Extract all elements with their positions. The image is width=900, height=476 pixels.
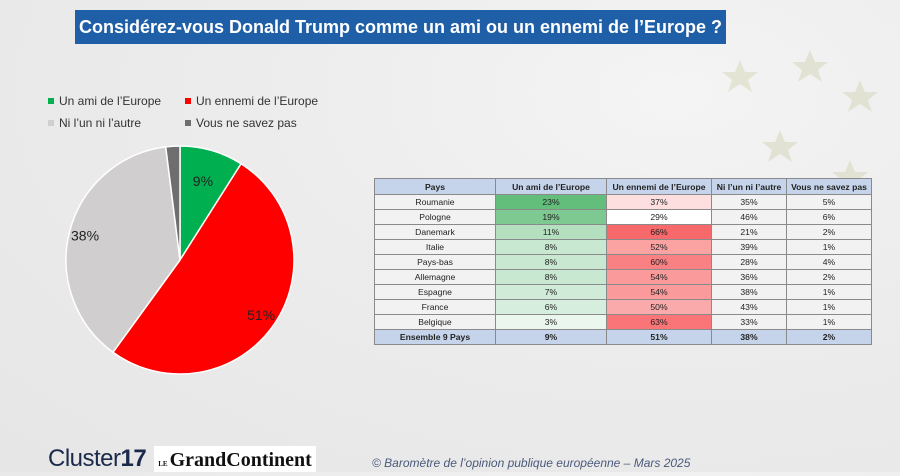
table-row: Allemagne 8% 54% 36% 2% <box>374 269 872 285</box>
table-total-cell-ennemi: 51% <box>606 329 712 345</box>
table-cell-ni: 36% <box>711 269 787 285</box>
table-total-cell-ami: 9% <box>495 329 607 345</box>
cluster17-logo-number: 17 <box>120 445 147 472</box>
table-row: Espagne 7% 54% 38% 1% <box>374 284 872 300</box>
table-total-cell-ni: 38% <box>711 329 787 345</box>
table-cell-nsp: 2% <box>786 269 872 285</box>
legend-label-nsp: Vous ne savez pas <box>196 116 297 130</box>
legend-label-ami: Un ami de l’Europe <box>59 94 162 108</box>
table-row: Pologne 19% 29% 46% 6% <box>374 209 872 225</box>
table-cell-nsp: 1% <box>786 284 872 300</box>
table-cell-ni: 46% <box>711 209 787 225</box>
grand-continent-logo-prefix: LE <box>158 460 168 468</box>
table-cell-nsp: 6% <box>786 209 872 225</box>
pie-slice-ni <box>65 146 181 354</box>
eu-flag-background <box>722 50 878 192</box>
legend-item-ennemi: Un ennemi de l’Europe <box>185 94 318 108</box>
table-cell-ennemi: 54% <box>606 269 712 285</box>
cluster17-logo: Cluster17 <box>48 445 147 472</box>
table-cell-pays: Danemark <box>374 224 496 240</box>
table-cell-nsp: 2% <box>786 224 872 240</box>
table-row: France 6% 50% 43% 1% <box>374 299 872 315</box>
table-cell-ami: 11% <box>495 224 607 240</box>
table-cell-ni: 39% <box>711 239 787 255</box>
table-cell-ennemi: 54% <box>606 284 712 300</box>
table-cell-ennemi: 63% <box>606 314 712 330</box>
legend-item-nsp: Vous ne savez pas <box>185 116 297 130</box>
pie-label-ami: 9% <box>193 173 213 189</box>
table-cell-ami: 8% <box>495 254 607 270</box>
grand-continent-logo: LE GrandContinent <box>154 446 316 472</box>
table-total-row: Ensemble 9 Pays 9% 51% 38% 2% <box>374 329 872 345</box>
copyright-note: © Baromètre de l’opinion publique europé… <box>372 456 691 470</box>
table-cell-pays: Pologne <box>374 209 496 225</box>
table-cell-ni: 35% <box>711 194 787 210</box>
col-header-ennemi: Un ennemi de l’Europe <box>606 178 712 195</box>
table-cell-nsp: 1% <box>786 314 872 330</box>
legend-swatch-ni <box>48 120 54 126</box>
col-header-pays: Pays <box>374 178 496 195</box>
pie-slice-nsp <box>164 145 181 261</box>
footer-logos: Cluster17 LE GrandContinent <box>48 446 316 472</box>
legend-label-ni: Ni l’un ni l’autre <box>59 116 142 130</box>
table-cell-ami: 7% <box>495 284 607 300</box>
table-cell-pays: Italie <box>374 239 496 255</box>
table-cell-ni: 33% <box>711 314 787 330</box>
table-row: Roumanie 23% 37% 35% 5% <box>374 194 872 210</box>
table-cell-ami: 3% <box>495 314 607 330</box>
table-row: Pays-bas 8% 60% 28% 4% <box>374 254 872 270</box>
pie-slice-ennemi <box>111 162 295 375</box>
legend-item-ni: Ni l’un ni l’autre <box>48 116 141 130</box>
table-cell-ami: 23% <box>495 194 607 210</box>
col-header-nsp: Vous ne savez pas <box>786 178 872 195</box>
table-cell-ami: 19% <box>495 209 607 225</box>
table-cell-ni: 28% <box>711 254 787 270</box>
table-cell-ni: 38% <box>711 284 787 300</box>
table-cell-ennemi: 66% <box>606 224 712 240</box>
chart-title: Considérez-vous Donald Trump comme un am… <box>75 10 726 44</box>
table-cell-nsp: 1% <box>786 239 872 255</box>
table-cell-ennemi: 60% <box>606 254 712 270</box>
table-cell-nsp: 5% <box>786 194 872 210</box>
pie-label-nsp: 2% <box>162 138 182 141</box>
table-cell-ni: 43% <box>711 299 787 315</box>
table-cell-pays: France <box>374 299 496 315</box>
table-cell-ni: 21% <box>711 224 787 240</box>
table-cell-pays: Roumanie <box>374 194 496 210</box>
table-cell-nsp: 4% <box>786 254 872 270</box>
table-cell-ennemi: 29% <box>606 209 712 225</box>
table-cell-ami: 6% <box>495 299 607 315</box>
table-cell-ennemi: 37% <box>606 194 712 210</box>
col-header-ni: Ni l’un ni l’autre <box>711 178 787 195</box>
legend-swatch-nsp <box>185 120 191 126</box>
legend-item-ami: Un ami de l’Europe <box>48 94 161 108</box>
legend-label-ennemi: Un ennemi de l’Europe <box>196 94 319 108</box>
legend-swatch-ennemi <box>185 98 191 104</box>
table-cell-nsp: 1% <box>786 299 872 315</box>
cluster17-logo-text: Cluster <box>48 445 121 472</box>
table-cell-ennemi: 52% <box>606 239 712 255</box>
table-row: Belgique 3% 63% 33% 1% <box>374 314 872 330</box>
table-cell-ennemi: 50% <box>606 299 712 315</box>
pie-label-ennemi: 51% <box>247 307 275 323</box>
table-cell-pays: Belgique <box>374 314 496 330</box>
col-header-ami: Un ami de l’Europe <box>495 178 607 195</box>
table-cell-ami: 8% <box>495 269 607 285</box>
pie-label-ni: 38% <box>71 228 99 244</box>
table-cell-pays: Espagne <box>374 284 496 300</box>
table-header-row: Pays Un ami de l’Europe Un ennemi de l’E… <box>374 178 872 195</box>
results-table: Pays Un ami de l’Europe Un ennemi de l’E… <box>374 178 872 345</box>
table-row: Italie 8% 52% 39% 1% <box>374 239 872 255</box>
pie-chart: 9% 51% 38% 2% <box>65 138 295 375</box>
table-cell-pays: Pays-bas <box>374 254 496 270</box>
grand-continent-logo-text: GrandContinent <box>169 449 312 471</box>
table-total-cell-pays: Ensemble 9 Pays <box>374 329 496 345</box>
table-row: Danemark 11% 66% 21% 2% <box>374 224 872 240</box>
table-cell-pays: Allemagne <box>374 269 496 285</box>
table-total-cell-nsp: 2% <box>786 329 872 345</box>
legend-swatch-ami <box>48 98 54 104</box>
table-cell-ami: 8% <box>495 239 607 255</box>
